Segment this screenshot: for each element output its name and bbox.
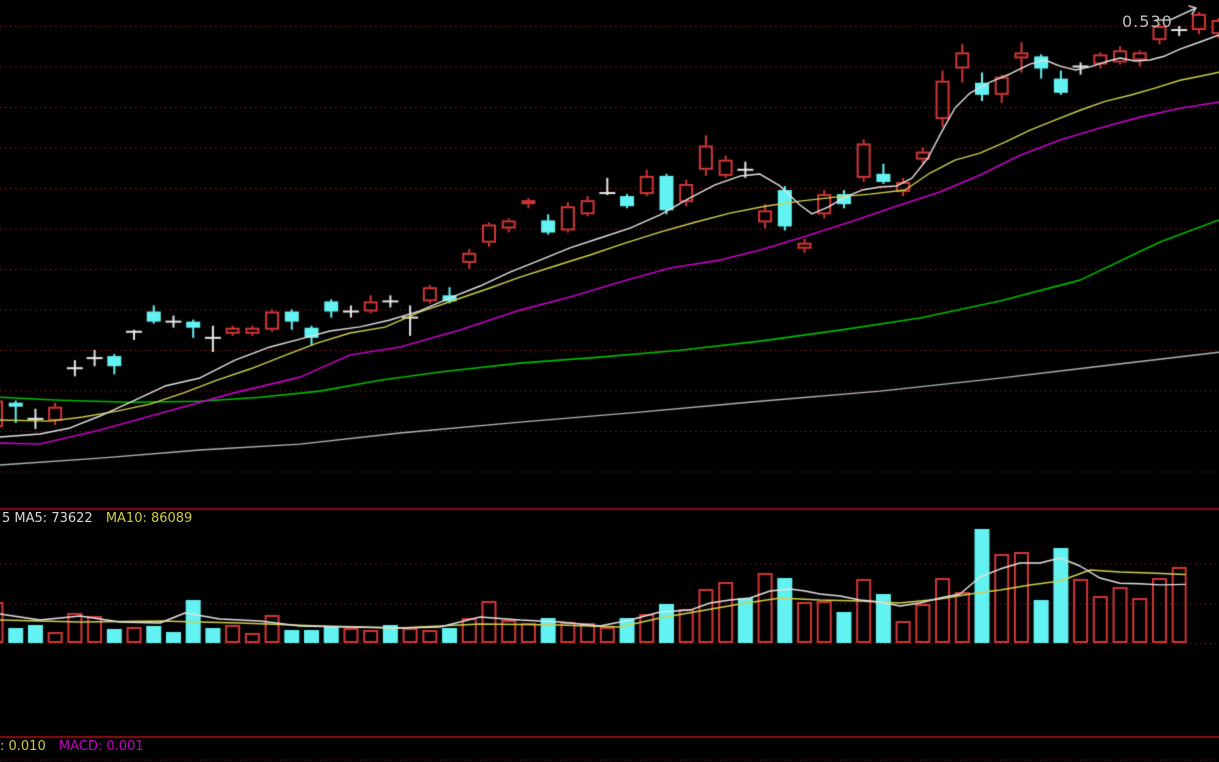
stock-chart-window: 5 MA5: 73622 MA10: 86089 : 0.010 MACD: 0…	[0, 0, 1219, 762]
kline-canvas[interactable]	[0, 0, 1219, 762]
